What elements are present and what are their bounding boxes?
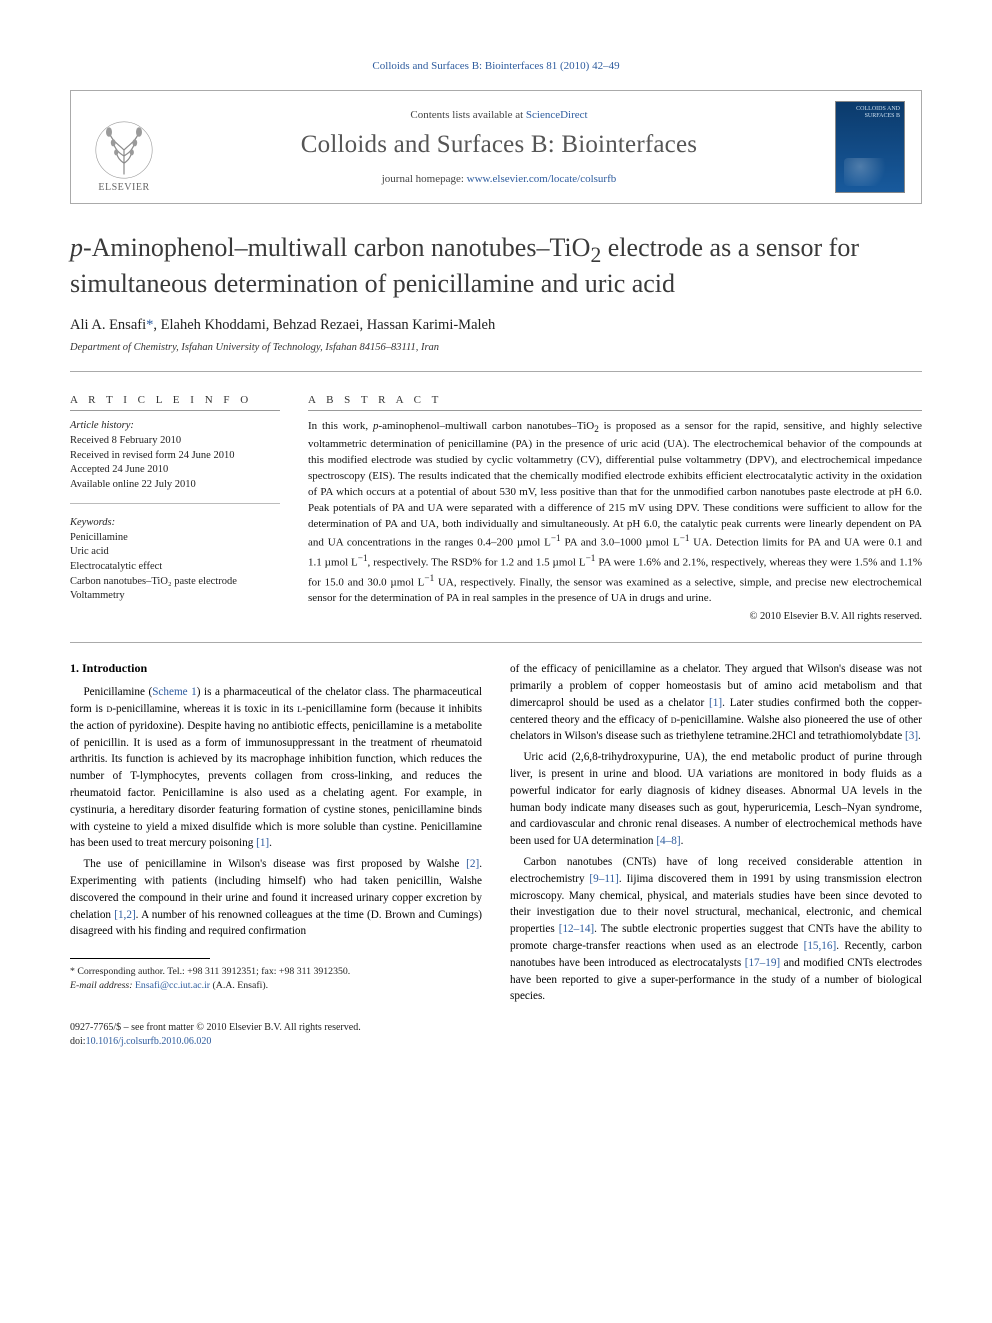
body-paragraph: Carbon nanotubes (CNTs) have of long rec… [510,854,922,1005]
publisher-word: ELSEVIER [98,182,149,193]
keyword: Uric acid [70,545,280,560]
history-line: Accepted 24 June 2010 [70,463,280,478]
article-info-heading: A R T I C L E I N F O [70,394,280,411]
body-paragraph: Penicillamine (Scheme 1) is a pharmaceut… [70,684,482,852]
body-columns: 1. Introduction Penicillamine (Scheme 1)… [70,661,922,1005]
article-title: p-Aminophenol–multiwall carbon nanotubes… [70,232,922,299]
journal-cover-thumb: COLLOIDS AND SURFACES B [835,101,905,193]
history-line: Received 8 February 2010 [70,434,280,449]
body-paragraph: of the efficacy of penicillamine as a ch… [510,661,922,745]
article-info-block: Article history: Received 8 February 201… [70,419,280,604]
info-inner-rule [70,503,280,504]
history-label: Article history: [70,419,280,434]
authors: Ali A. Ensafi*, Elaheh Khoddami, Behzad … [70,317,922,334]
abstract-text: In this work, p-aminophenol–multiwall ca… [308,419,922,607]
email-label: E-mail address: [70,980,133,991]
doi-prefix: doi: [70,1036,86,1047]
keyword: Carbon nanotubes–TiO₂ paste electrode [70,575,280,590]
sciencedirect-link[interactable]: ScienceDirect [526,109,588,121]
article-info-pane: A R T I C L E I N F O Article history: R… [70,394,280,622]
doi-link[interactable]: 10.1016/j.colsurfb.2010.06.020 [86,1036,212,1047]
info-abstract-row: A R T I C L E I N F O Article history: R… [70,394,922,622]
body-paragraph: The use of penicillamine in Wilson's dis… [70,856,482,940]
keyword: Penicillamine [70,531,280,546]
keywords-label: Keywords: [70,516,280,531]
masthead: ELSEVIER Contents lists available at Sci… [70,90,922,204]
abstract-pane: A B S T R A C T In this work, p-aminophe… [308,394,922,622]
masthead-center: Contents lists available at ScienceDirec… [179,101,819,193]
abstract-heading: A B S T R A C T [308,394,922,411]
keyword: Electrocatalytic effect [70,560,280,575]
abstract-copyright: © 2010 Elsevier B.V. All rights reserved… [308,611,922,622]
affiliation: Department of Chemistry, Isfahan Univers… [70,342,922,353]
cover-thumb-wrap: COLLOIDS AND SURFACES B [835,101,907,193]
journal-name: Colloids and Surfaces B: Biointerfaces [179,131,819,159]
corresponding-email-link[interactable]: Ensafi@cc.iut.ac.ir [135,980,210,991]
publisher-block: ELSEVIER [85,101,163,193]
section-heading: 1. Introduction [70,661,482,676]
email-suffix: (A.A. Ensafi). [213,980,269,991]
elsevier-tree-icon [94,120,154,180]
footnote-rule [70,958,210,959]
body-paragraph: Uric acid (2,6,8-trihydroxypurine, UA), … [510,749,922,850]
page-root: Colloids and Surfaces B: Biointerfaces 8… [0,0,992,1099]
keyword: Voltammetry [70,589,280,604]
contents-prefix: Contents lists available at [410,109,525,121]
rule-above-panes [70,371,922,372]
homepage-prefix: journal homepage: [382,173,467,185]
contents-line: Contents lists available at ScienceDirec… [179,109,819,121]
running-head: Colloids and Surfaces B: Biointerfaces 8… [70,60,922,72]
history-line: Received in revised form 24 June 2010 [70,449,280,464]
homepage-link[interactable]: www.elsevier.com/locate/colsurfb [467,173,617,185]
corresponding-line: * Corresponding author. Tel.: +98 311 39… [70,965,482,979]
corresponding-footnote: * Corresponding author. Tel.: +98 311 39… [70,965,482,992]
homepage-line: journal homepage: www.elsevier.com/locat… [179,173,819,185]
history-line: Available online 22 July 2010 [70,478,280,493]
cover-thumb-label: COLLOIDS AND SURFACES B [836,106,900,119]
bottom-matter: 0927-7765/$ – see front matter © 2010 El… [70,1021,922,1049]
front-matter-line: 0927-7765/$ – see front matter © 2010 El… [70,1021,922,1035]
rule-below-panes [70,642,922,643]
